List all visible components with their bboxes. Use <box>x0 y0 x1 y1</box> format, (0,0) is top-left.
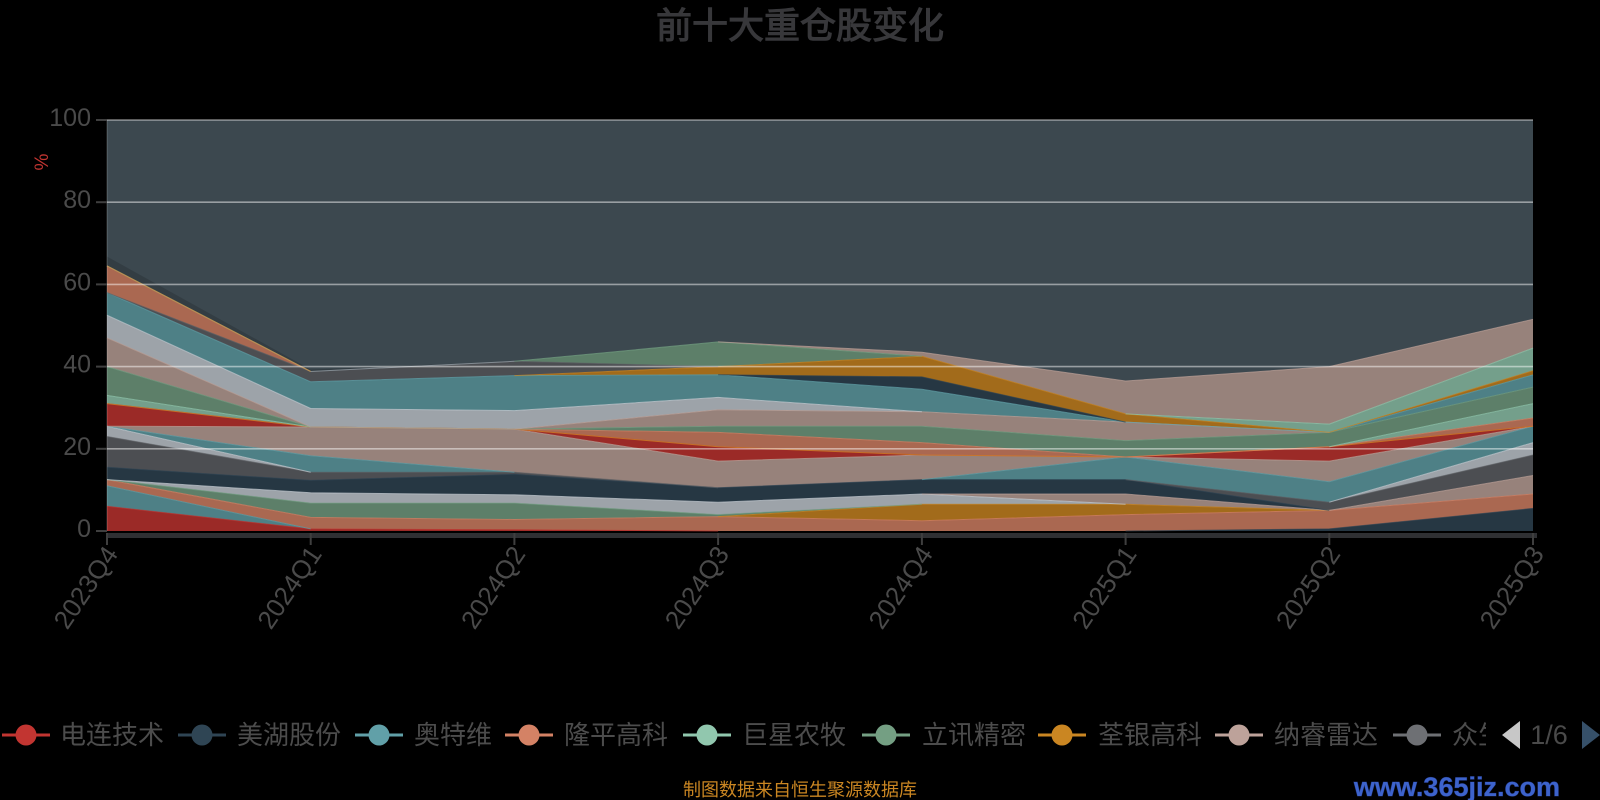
svg-text:巨星农牧: 巨星农牧 <box>742 720 846 750</box>
svg-text:前十大重仓股变化: 前十大重仓股变化 <box>656 5 944 46</box>
svg-text:www.365jiz.com: www.365jiz.com <box>1353 772 1560 800</box>
svg-text:20: 20 <box>63 433 91 461</box>
svg-text:80: 80 <box>63 186 91 214</box>
svg-text:1/6: 1/6 <box>1530 720 1568 750</box>
svg-text:奥特维: 奥特维 <box>414 720 492 750</box>
svg-text:立讯精密: 立讯精密 <box>922 720 1026 750</box>
svg-text:纳睿雷达: 纳睿雷达 <box>1274 720 1378 750</box>
svg-text:0: 0 <box>77 515 91 543</box>
svg-text:电连技术: 电连技术 <box>60 720 164 750</box>
svg-text:荃银高科: 荃银高科 <box>1098 720 1202 750</box>
svg-text:60: 60 <box>63 268 91 296</box>
svg-text:100: 100 <box>49 104 91 132</box>
svg-text:美湖股份: 美湖股份 <box>237 720 341 750</box>
svg-text:隆平高科: 隆平高科 <box>564 720 668 750</box>
svg-text:众生: 众生 <box>1452 720 1504 750</box>
svg-text:%: % <box>32 153 53 170</box>
svg-text:制图数据来自恒生聚源数据库: 制图数据来自恒生聚源数据库 <box>683 780 917 800</box>
svg-text:40: 40 <box>63 351 91 379</box>
